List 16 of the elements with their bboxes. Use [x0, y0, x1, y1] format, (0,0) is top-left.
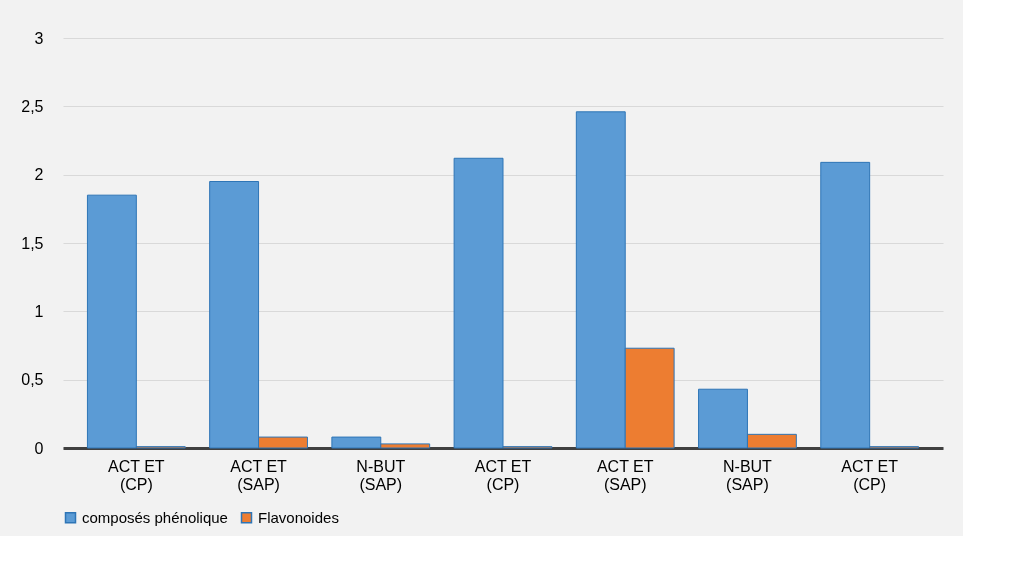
x-tick-label: ACT ET (CP): [108, 457, 165, 493]
x-tick-label: ACT ET (SAP): [230, 457, 288, 493]
legend-label: composés phénolique: [82, 508, 228, 526]
legend-label: Flavonoides: [258, 508, 339, 526]
x-tick-label: ACT ET (CP): [474, 457, 532, 493]
y-tick-label: 2: [34, 166, 44, 184]
x-tick-label: N-BUT (SAP): [723, 457, 773, 493]
y-tick-label: 2,5: [21, 97, 44, 115]
x-tick-label: ACT ET (CP): [841, 457, 899, 493]
y-tick-label: 1,5: [21, 234, 44, 252]
x-tick-label: N-BUT (SAP): [356, 457, 406, 493]
y-tick-label: 0,5: [21, 371, 44, 389]
y-tick-label: 1: [34, 302, 44, 320]
y-tick-label: 3: [34, 29, 44, 47]
x-tick-label: ACT ET (SAP): [596, 457, 654, 493]
y-tick-label: 0: [34, 439, 44, 457]
